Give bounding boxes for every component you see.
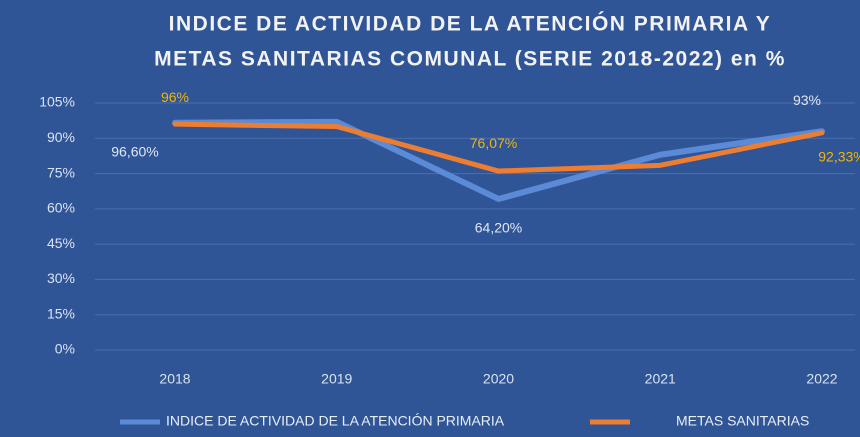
data-label: 64,20% (475, 220, 522, 236)
data-label: 96,60% (111, 143, 158, 159)
series-line (172, 121, 825, 174)
data-label: 92,33% (818, 149, 860, 165)
chart-subtitle: METAS SANITARIAS COMUNAL (SERIE 2018-202… (154, 48, 786, 71)
y-tick-label: 15% (47, 305, 75, 321)
y-tick-label: 0% (55, 341, 75, 357)
y-tick-label: 30% (47, 270, 75, 286)
y-tick-label: 90% (47, 129, 75, 145)
data-label: 96% (161, 89, 189, 105)
x-tick-label: 2019 (321, 371, 352, 387)
y-tick-label: 60% (47, 200, 75, 216)
series-line (172, 118, 825, 202)
legend-label: METAS SANITARIAS (676, 413, 809, 429)
x-tick-label: 2021 (645, 371, 676, 387)
y-tick-label: 45% (47, 235, 75, 251)
data-label: 76,07% (470, 135, 517, 151)
chart-title: INDICE DE ACTIVIDAD DE LA ATENCIÓN PRIMA… (169, 12, 772, 36)
y-tick-label: 75% (47, 164, 75, 180)
x-tick-label: 2020 (483, 371, 514, 387)
x-tick-label: 2018 (159, 371, 190, 387)
legend-label: INDICE DE ACTIVIDAD DE LA ATENCIÓN PRIMA… (166, 413, 505, 429)
x-tick-label: 2022 (806, 371, 837, 387)
data-label: 93% (793, 92, 821, 108)
y-tick-label: 105% (39, 94, 75, 110)
